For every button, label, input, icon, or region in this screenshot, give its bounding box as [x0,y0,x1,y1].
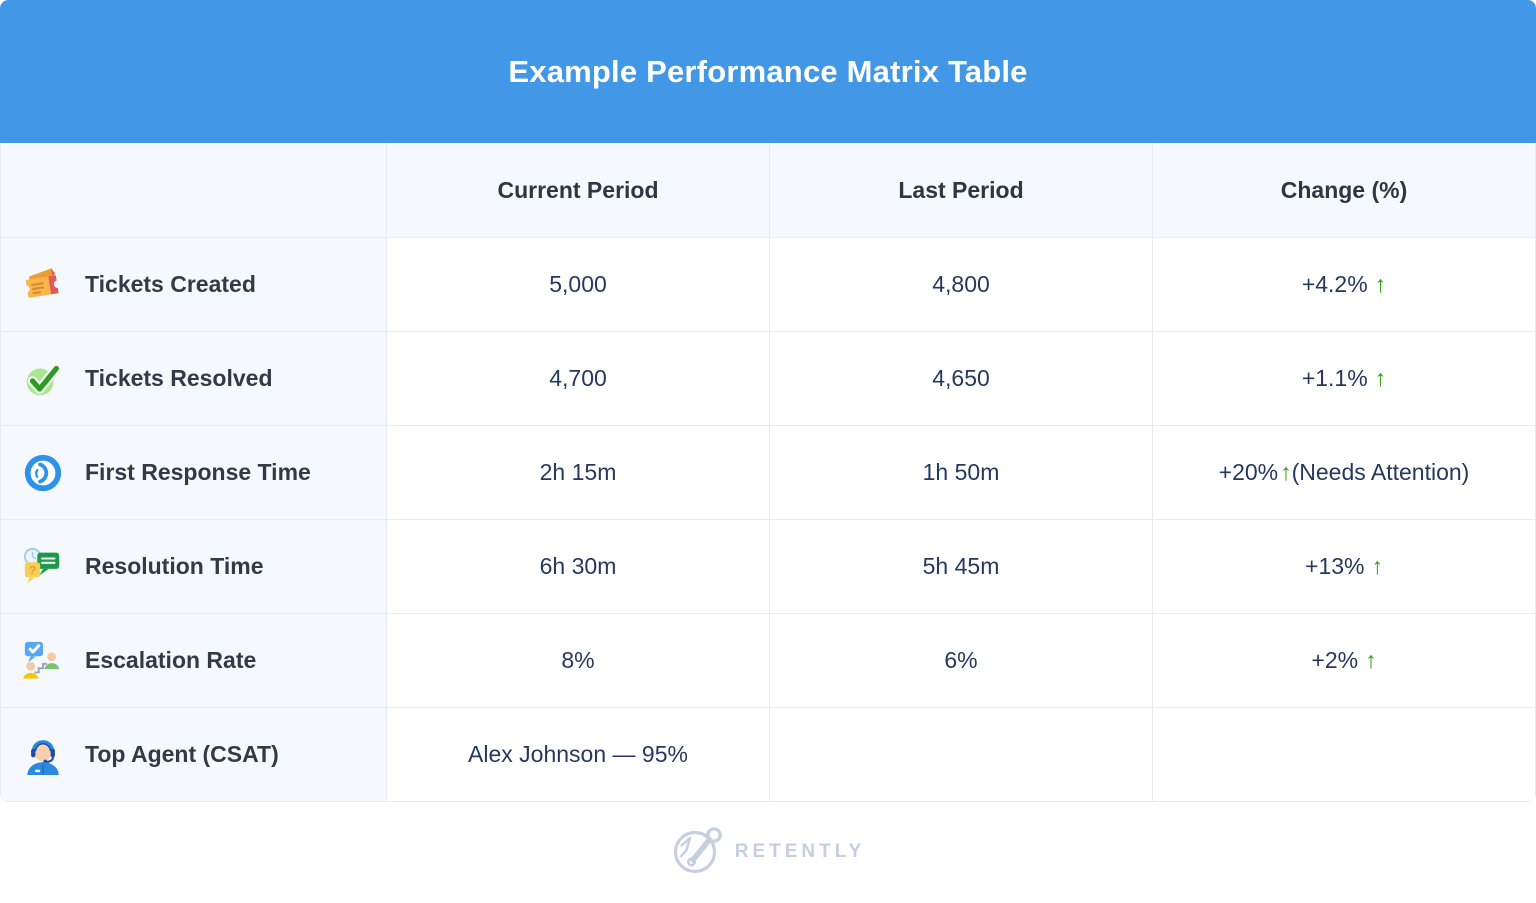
up-arrow-icon: ↑ [1280,459,1292,485]
last-period-cell: 5h 45m [769,519,1152,613]
metric-label: Resolution Time [85,553,264,579]
last-period-cell [769,707,1152,801]
metric-label: Tickets Resolved [85,365,273,391]
change-cell: +1.1% ↑ [1152,331,1535,425]
header-cell-metric [1,143,386,237]
metric-cell: First Response Time [1,425,386,519]
current-period-cell: 4,700 [386,331,769,425]
brand-footer: RETENTLY [0,802,1536,902]
performance-table: Current Period Last Period Change (%) [0,143,1536,802]
table-row: Top Agent (CSAT) Alex Johnson — 95% [1,707,1535,801]
chat-question-icon: ? [22,546,64,588]
metric-cell: Tickets Resolved [1,331,386,425]
current-period-cell: Alex Johnson — 95% [386,707,769,801]
metric-cell: Tickets Created [1,237,386,331]
change-value: +20% [1218,459,1279,485]
change-cell: +2% ↑ [1152,613,1535,707]
clock-icon [22,452,64,494]
current-period-cell: 5,000 [386,237,769,331]
table-row: Tickets Resolved 4,700 4,650 +1.1% ↑ [1,331,1535,425]
change-value: +2% [1311,647,1359,673]
table-header-row: Current Period Last Period Change (%) [1,143,1535,237]
current-period-cell: 8% [386,613,769,707]
retently-logo-icon [671,824,723,881]
change-value: +4.2% [1301,271,1368,297]
table-row: Tickets Created 5,000 4,800 +4.2% ↑ [1,237,1535,331]
table-row: Escalation Rate 8% 6% +2% ↑ [1,613,1535,707]
current-period-cell: 6h 30m [386,519,769,613]
metric-cell: Top Agent (CSAT) [1,707,386,801]
change-cell: +20% ↑ (Needs Attention) [1152,425,1535,519]
metric-cell: Escalation Rate [1,613,386,707]
change-value: +1.1% [1301,365,1368,391]
last-period-cell: 1h 50m [769,425,1152,519]
last-period-cell: 6% [769,613,1152,707]
metric-cell: ? Resolution Time [1,519,386,613]
last-period-cell: 4,800 [769,237,1152,331]
up-arrow-icon: ↑ [1374,365,1387,391]
metric-label: First Response Time [85,459,311,485]
up-arrow-icon: ↑ [1374,271,1387,297]
table-row: ? Resolution Time 6h 30m 5h 45m +13% ↑ [1,519,1535,613]
metric-label: Tickets Created [85,271,256,297]
performance-matrix-card: Example Performance Matrix Table Current… [0,0,1536,802]
change-note: (Needs Attention) [1291,459,1470,485]
escalation-icon [22,640,64,682]
metric-label: Escalation Rate [85,647,257,673]
svg-text:?: ? [29,563,37,577]
up-arrow-icon: ↑ [1371,553,1383,579]
support-agent-icon [22,734,64,776]
change-cell: +13% ↑ [1152,519,1535,613]
tickets-icon [22,264,64,306]
header-cell-change: Change (%) [1152,143,1535,237]
brand-name: RETENTLY [734,841,866,862]
title-banner: Example Performance Matrix Table [0,0,1536,143]
change-cell: +4.2% ↑ [1152,237,1535,331]
page-title: Example Performance Matrix Table [508,53,1028,89]
header-cell-last-period: Last Period [769,143,1152,237]
metric-label: Top Agent (CSAT) [85,741,279,767]
current-period-cell: 2h 15m [386,425,769,519]
check-icon [22,358,64,400]
last-period-cell: 4,650 [769,331,1152,425]
change-cell [1152,707,1535,801]
header-cell-current-period: Current Period [386,143,769,237]
table-row: First Response Time 2h 15m 1h 50m +20% ↑… [1,425,1535,519]
up-arrow-icon: ↑ [1365,647,1377,673]
change-value: +13% [1305,553,1365,579]
